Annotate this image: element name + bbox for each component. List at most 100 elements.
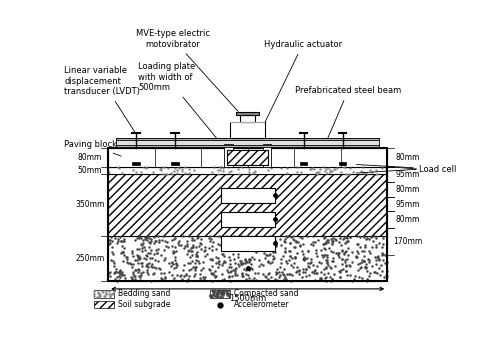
Point <box>336 269 344 274</box>
Point <box>110 288 118 294</box>
Point <box>335 250 343 256</box>
Point <box>164 270 172 275</box>
Point <box>372 254 380 260</box>
Point <box>138 263 145 269</box>
Point <box>178 267 186 273</box>
Point <box>382 272 390 278</box>
Point <box>341 164 349 170</box>
Point <box>130 253 138 258</box>
Point <box>184 273 192 278</box>
Point <box>172 244 179 250</box>
Point <box>109 251 117 257</box>
Point <box>282 170 290 176</box>
Point <box>218 288 226 293</box>
Point <box>146 244 154 250</box>
Point <box>214 293 222 299</box>
Text: 80mm: 80mm <box>78 153 102 161</box>
Point <box>137 270 145 276</box>
Point <box>220 287 228 293</box>
Point <box>216 294 224 299</box>
Point <box>335 254 343 260</box>
Point <box>114 236 122 242</box>
Point <box>383 268 391 274</box>
Point <box>116 271 124 277</box>
Point <box>320 272 328 277</box>
Point <box>322 259 330 265</box>
Point <box>277 165 285 171</box>
Point <box>228 245 235 251</box>
Point <box>192 264 200 270</box>
Text: Loading plate
with width of
500mm: Loading plate with width of 500mm <box>138 62 230 154</box>
Point <box>200 249 207 254</box>
Point <box>261 273 269 279</box>
Point <box>276 264 283 270</box>
Point <box>162 171 170 177</box>
Point <box>205 266 213 271</box>
Point <box>181 243 189 249</box>
Point <box>120 272 128 278</box>
Point <box>210 293 218 299</box>
Point <box>178 168 186 174</box>
Point <box>316 247 324 252</box>
Point <box>217 294 225 300</box>
Point <box>194 258 202 264</box>
Text: MVE-type electric
motovibrator: MVE-type electric motovibrator <box>136 29 238 111</box>
Point <box>197 267 205 273</box>
Point <box>234 261 242 266</box>
Point <box>178 166 186 172</box>
Point <box>284 166 292 171</box>
Point <box>190 167 198 173</box>
Point <box>321 253 329 258</box>
Point <box>362 261 370 267</box>
Text: Compacted sand: Compacted sand <box>234 289 298 298</box>
Point <box>214 264 222 269</box>
Point <box>198 274 206 280</box>
Point <box>212 291 220 297</box>
Point <box>141 247 149 253</box>
Point <box>199 265 207 270</box>
Point <box>264 234 272 239</box>
Point <box>123 254 131 259</box>
Point <box>192 244 200 250</box>
Point <box>226 269 234 275</box>
Point <box>344 238 352 243</box>
Point <box>221 236 229 241</box>
Point <box>338 261 345 267</box>
Point <box>359 169 367 175</box>
Point <box>94 289 102 295</box>
Point <box>186 260 194 266</box>
Point <box>132 258 140 263</box>
Point <box>266 252 274 258</box>
Point <box>363 269 371 274</box>
Point <box>233 272 241 278</box>
Point <box>366 234 374 239</box>
Point <box>280 272 288 278</box>
Point <box>152 238 160 244</box>
Point <box>382 277 390 283</box>
Point <box>218 271 226 276</box>
Text: 80mm: 80mm <box>395 185 419 194</box>
Point <box>214 255 222 261</box>
Point <box>215 258 223 264</box>
Point <box>306 167 314 172</box>
Point <box>271 276 279 282</box>
Point <box>189 264 197 270</box>
Point <box>361 264 369 270</box>
Point <box>294 164 302 170</box>
Point <box>326 274 334 280</box>
Point <box>184 276 192 282</box>
Point <box>148 261 156 267</box>
Point <box>208 287 216 293</box>
Point <box>286 257 294 263</box>
Point <box>356 244 364 250</box>
Point <box>344 272 351 278</box>
Point <box>116 271 124 276</box>
Point <box>121 275 129 281</box>
Point <box>218 294 226 300</box>
Point <box>192 257 200 263</box>
Point <box>230 240 237 246</box>
Point <box>250 270 258 276</box>
Bar <box>220 188 275 203</box>
Point <box>346 234 354 240</box>
Point <box>297 170 305 175</box>
